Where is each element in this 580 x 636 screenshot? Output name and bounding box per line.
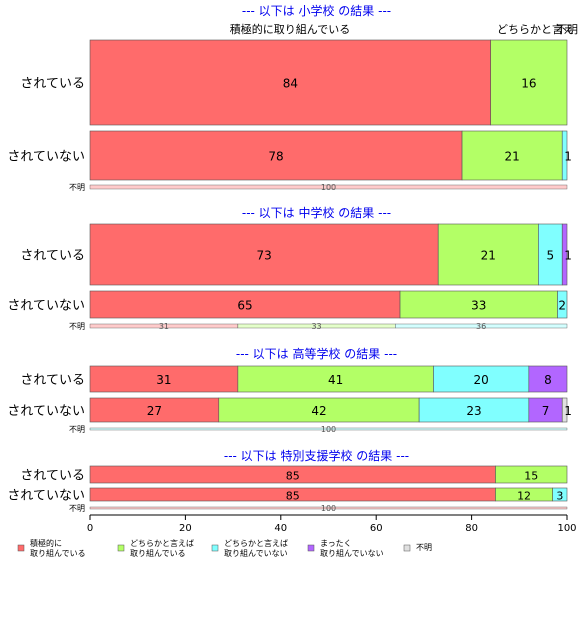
panel-title: --- 以下は 特別支援学校 の結果 --- <box>224 448 409 463</box>
top-label: どちらかと言え <box>497 23 574 36</box>
legend-swatch <box>307 544 315 552</box>
value-label: 85 <box>286 490 300 503</box>
value-label: 100 <box>321 425 336 434</box>
bar-segment <box>89 506 568 510</box>
legend-label: 取り組んでいない <box>320 548 384 558</box>
value-label: 7 <box>542 404 550 418</box>
bar-segment <box>561 223 568 286</box>
row-label: されている <box>20 373 85 388</box>
value-label: 21 <box>481 249 496 263</box>
value-label: 78 <box>268 150 283 164</box>
row-label: 不明 <box>69 425 85 434</box>
value-label: 85 <box>286 470 300 483</box>
value-label: 33 <box>471 299 486 313</box>
value-label: 8 <box>544 373 552 387</box>
value-label: 16 <box>521 77 536 91</box>
x-tick-label: 20 <box>179 523 192 534</box>
x-tick-label: 0 <box>87 523 93 534</box>
value-label: 15 <box>524 470 538 483</box>
x-tick-label: 40 <box>274 523 287 534</box>
value-label: 36 <box>476 322 486 331</box>
value-label: 84 <box>283 77 298 91</box>
value-label: 65 <box>237 299 252 313</box>
bar-segment <box>461 130 563 181</box>
panel-title: --- 以下は 高等学校 の結果 --- <box>236 346 397 361</box>
value-label: 1 <box>564 249 572 263</box>
legend-swatch <box>17 544 25 552</box>
bar-segment <box>89 365 239 393</box>
value-label: 1 <box>564 404 572 418</box>
bar-segment <box>561 130 568 181</box>
bar-segment <box>89 427 568 431</box>
value-label: 100 <box>321 504 336 513</box>
row-label: されている <box>20 77 85 92</box>
value-label: 5 <box>546 249 554 263</box>
bar-segment <box>395 323 568 329</box>
value-label: 1 <box>564 150 572 164</box>
bar-segment <box>218 397 420 423</box>
row-label: 不明 <box>69 504 85 513</box>
bar-segment <box>237 365 434 393</box>
value-label: 41 <box>328 373 343 387</box>
bar-segment <box>89 39 491 126</box>
value-label: 2 <box>558 299 566 313</box>
value-label: 33 <box>311 322 321 331</box>
row-label: 不明 <box>69 183 85 192</box>
value-label: 42 <box>311 404 326 418</box>
x-tick-label: 60 <box>370 523 383 534</box>
bar-segment <box>557 290 568 319</box>
value-label: 31 <box>159 322 169 331</box>
value-label: 23 <box>466 404 481 418</box>
row-label: 不明 <box>69 322 85 331</box>
bar-segment <box>437 223 539 286</box>
legend-swatch <box>403 544 411 552</box>
legend-swatch <box>211 544 219 552</box>
bar-segment <box>89 184 568 190</box>
x-tick-label: 100 <box>557 523 576 534</box>
value-label: 100 <box>321 183 336 192</box>
bar-segment <box>490 39 568 126</box>
legend-label: 取り組んでいる <box>130 548 186 558</box>
top-label: 積極的に取り組んでいる <box>230 22 350 36</box>
bar-segment <box>528 365 568 393</box>
bar-segment <box>89 223 439 286</box>
bar-segment <box>89 290 401 319</box>
bar-segment <box>561 397 568 423</box>
legend-label: どちらかと言えば <box>130 538 194 548</box>
panel-title: --- 以下は 小学校 の結果 --- <box>242 3 391 18</box>
value-label: 12 <box>517 490 531 503</box>
row-label: されていない <box>7 404 85 419</box>
legend-swatch <box>117 544 125 552</box>
bar-segment <box>528 397 563 423</box>
panel-title: --- 以下は 中学校 の結果 --- <box>242 205 391 220</box>
row-label: されている <box>20 469 85 484</box>
value-label: 27 <box>147 404 162 418</box>
legend-label: まったく <box>320 539 352 548</box>
value-label: 31 <box>156 373 171 387</box>
legend-label: 取り組んでいる <box>30 548 86 558</box>
value-label: 3 <box>556 490 563 503</box>
row-label: されていない <box>7 150 85 165</box>
legend-label: 積極的に <box>30 538 62 548</box>
legend-label: 取り組んでいない <box>224 548 288 558</box>
top-label: 不明 <box>556 23 578 36</box>
value-label: 21 <box>505 150 520 164</box>
bar-segment <box>418 397 530 423</box>
value-label: 73 <box>256 249 271 263</box>
row-label: されている <box>20 249 85 264</box>
bar-segment <box>552 487 568 502</box>
bar-segment <box>495 465 568 484</box>
bar-segment <box>89 397 220 423</box>
bar-segment <box>399 290 558 319</box>
legend-label: 不明 <box>416 543 432 552</box>
row-label: されていない <box>7 489 85 504</box>
bar-segment <box>89 130 463 181</box>
bar-segment <box>433 365 530 393</box>
row-label: されていない <box>7 299 85 314</box>
legend-label: どちらかと言えば <box>224 538 288 548</box>
value-label: 20 <box>473 373 488 387</box>
x-tick-label: 80 <box>465 523 478 534</box>
